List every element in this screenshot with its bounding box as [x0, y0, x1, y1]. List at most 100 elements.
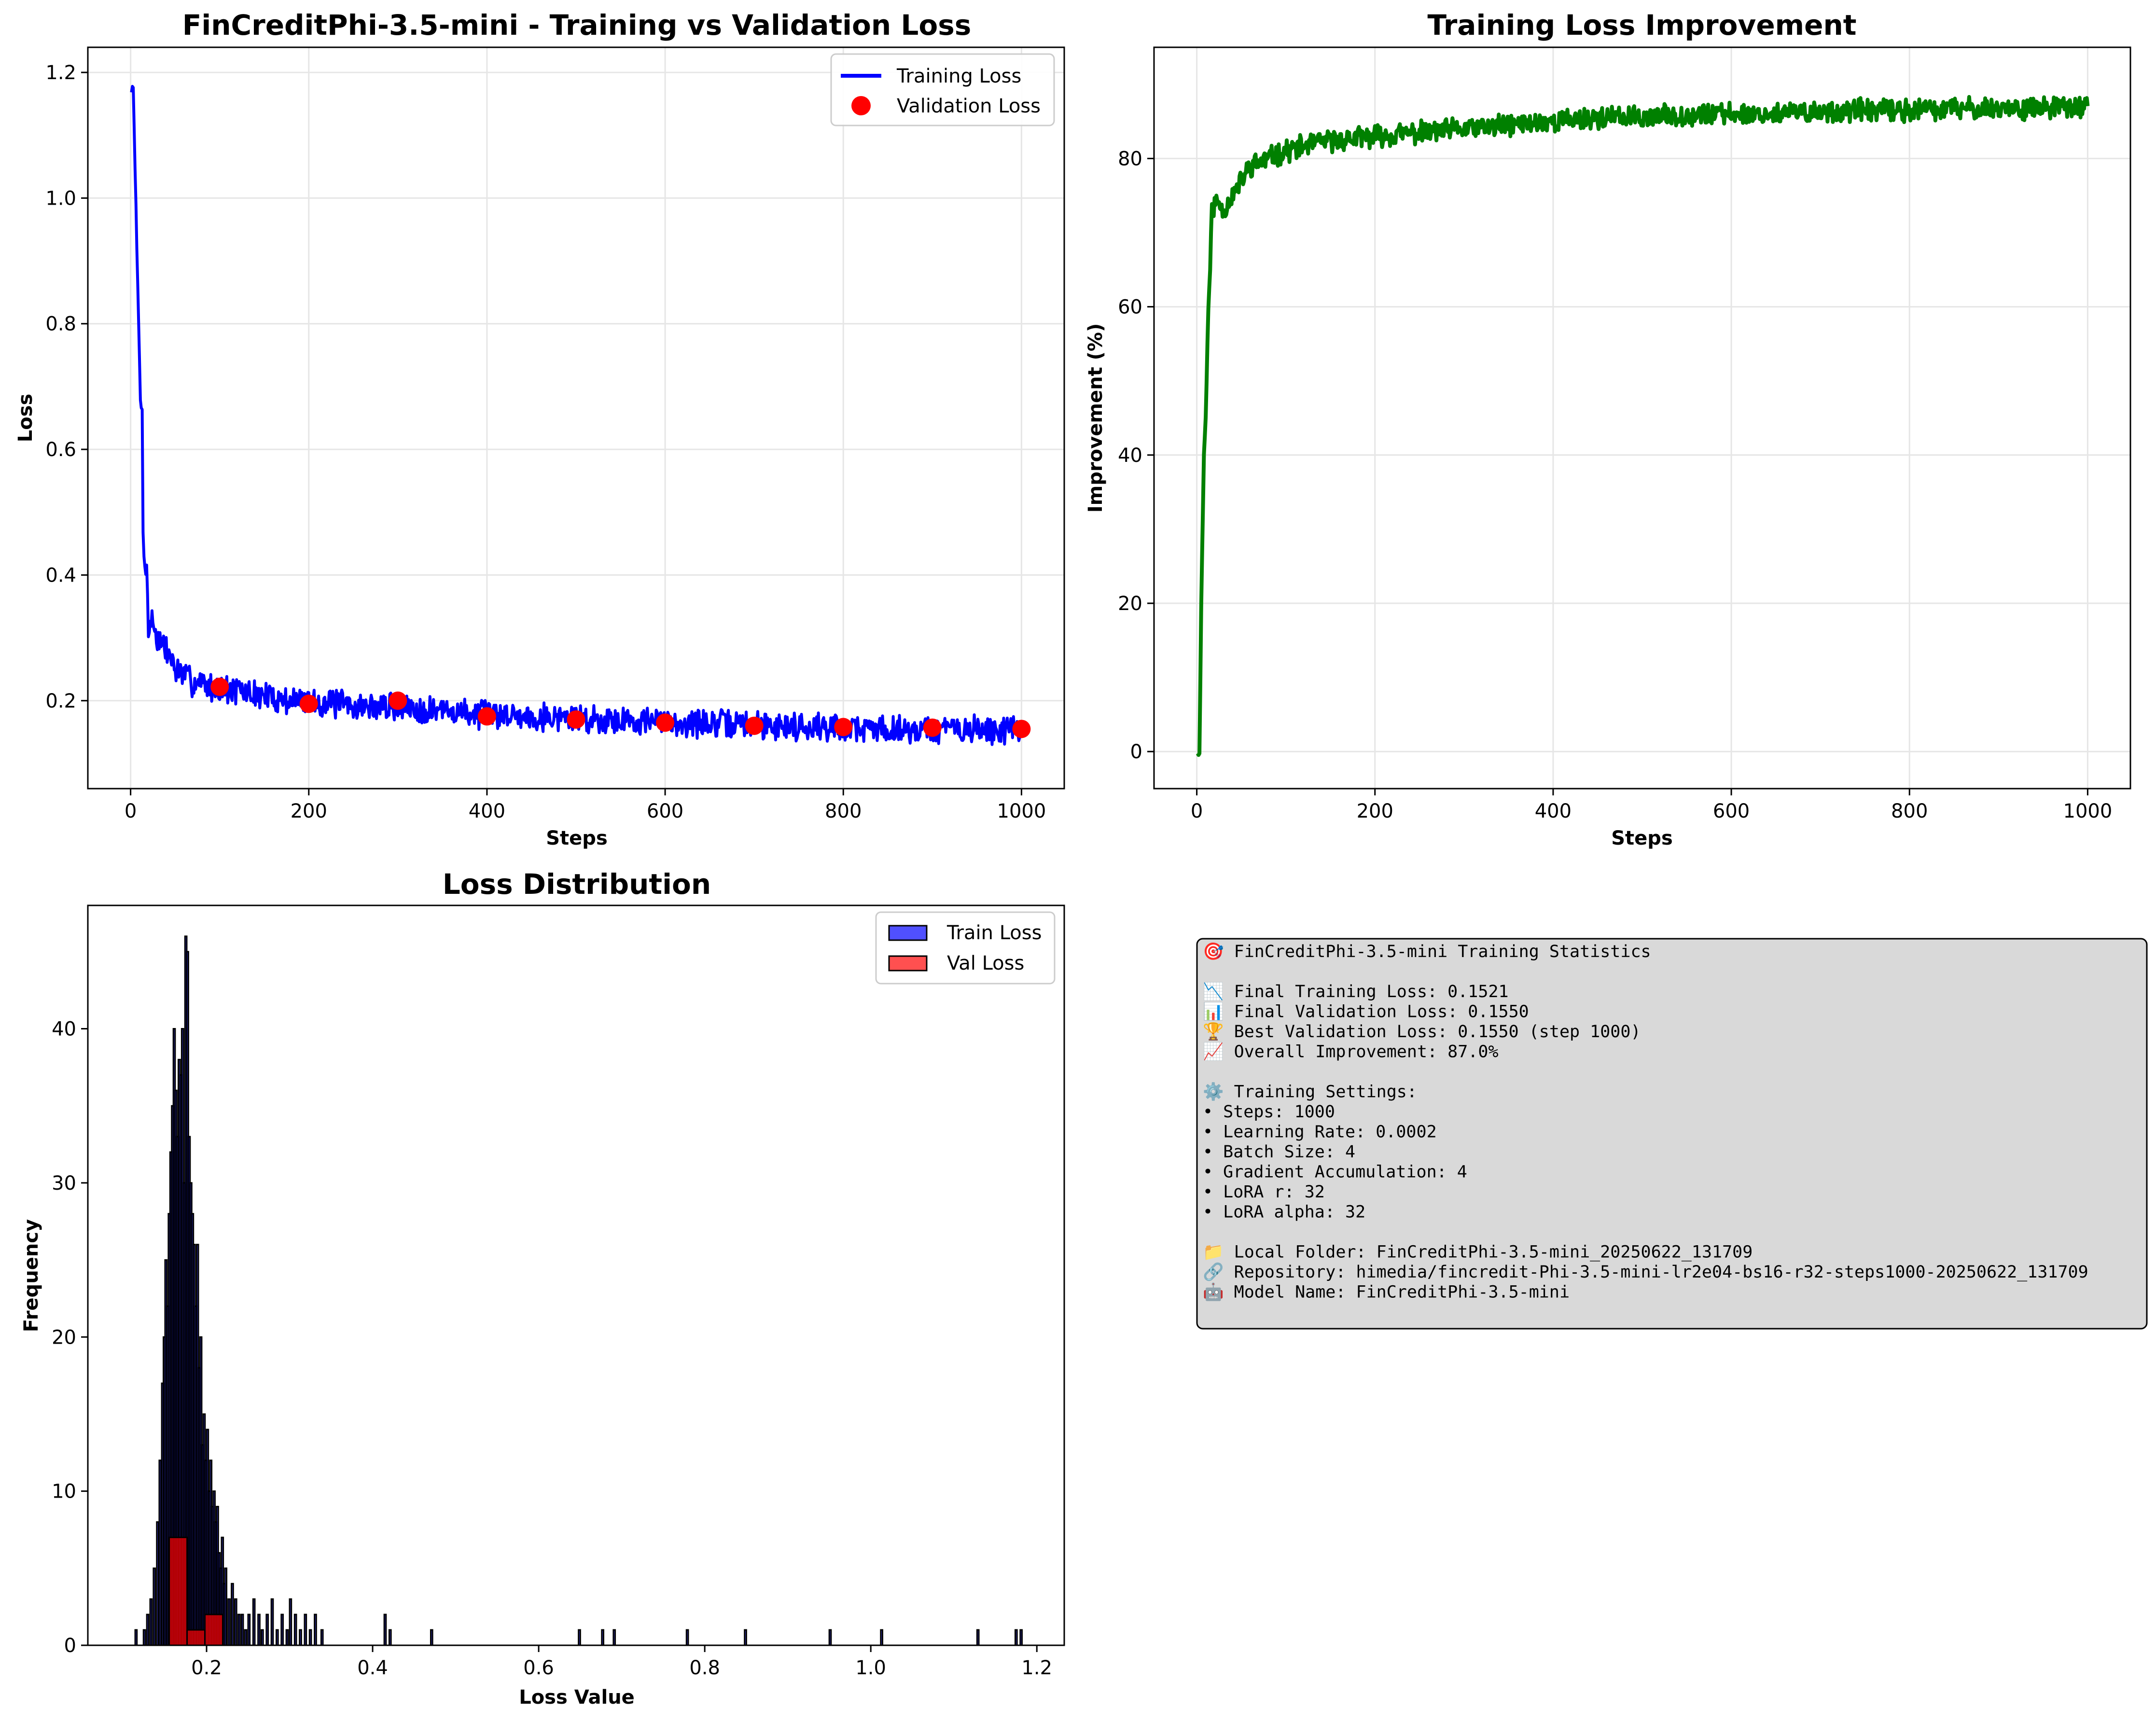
train-loss-bar [304, 1613, 307, 1646]
train-loss-bar [227, 1598, 231, 1646]
train-loss-bar [244, 1629, 248, 1646]
x-tick-label: 0 [125, 800, 137, 822]
distribution-chart-ylabel: Frequency [20, 1219, 42, 1332]
train-loss-bar [685, 1629, 689, 1646]
y-tick-label: 40 [1118, 445, 1142, 467]
train-loss-bar [134, 1629, 138, 1646]
distribution-chart-xlabel: Loss Value [519, 1686, 635, 1709]
stats-line: 🎯 FinCreditPhi-3.5-mini Training Statist… [1203, 942, 1651, 961]
train-loss-bar [299, 1629, 302, 1646]
improvement-chart: Training Loss Improvement 0 200 400 600 800 1… [1085, 9, 2131, 849]
train-loss-bar [880, 1629, 883, 1646]
train-loss-bar [293, 1613, 297, 1646]
train-loss-bar [265, 1613, 269, 1646]
train-loss-bar [285, 1629, 289, 1646]
improvement-chart-ylabel: Improvement (%) [1085, 323, 1107, 513]
train-loss-bar [156, 1521, 159, 1646]
distribution-chart: Loss Distribution 0.2 0.4 0.6 0.8 1.0 1.2 0 10… [20, 868, 1065, 1709]
validation-loss-point [656, 713, 675, 732]
legend-label-validation-loss: Validation Loss [897, 95, 1041, 117]
stats-line: ⚙️ Training Settings: [1203, 1082, 1417, 1102]
x-tick-label: 0 [1191, 800, 1203, 822]
legend-swatch-train-loss [888, 925, 928, 941]
stats-line: 📉 Final Training Loss: 0.1521 [1203, 982, 1509, 1001]
train-loss-bar [976, 1629, 980, 1646]
y-tick-label: 0.6 [45, 439, 76, 461]
stats-line: 📁 Local Folder: FinCreditPhi-3.5-mini_20… [1203, 1243, 1753, 1262]
val-loss-bar [186, 1629, 206, 1646]
stats-line: 📈 Overall Improvement: 87.0% [1203, 1042, 1499, 1062]
y-tick-label: 20 [52, 1326, 76, 1348]
train-loss-bar [578, 1629, 581, 1646]
legend-label-training-loss: Training Loss [896, 65, 1021, 87]
train-loss-bar [1019, 1629, 1023, 1646]
train-loss-bar [234, 1598, 237, 1646]
stats-line: 📊 Final Validation Loss: 0.1550 [1203, 1002, 1529, 1022]
val-loss-bar [204, 1613, 224, 1646]
improvement-line [1196, 95, 2090, 757]
validation-loss-point [834, 718, 853, 736]
loss-chart-ylabel: Loss [14, 394, 37, 443]
legend-label-val-loss: Val Loss [947, 952, 1024, 974]
x-tick-label: 800 [1891, 800, 1928, 822]
legend-swatch-validation-loss [851, 96, 871, 115]
train-loss-bar [270, 1598, 274, 1646]
y-tick-label: 20 [1118, 593, 1142, 615]
train-loss-bar [388, 1629, 392, 1646]
stats-line: 🤖 Model Name: FinCreditPhi-3.5-mini [1203, 1282, 1570, 1302]
y-tick-label: 0 [64, 1635, 76, 1657]
train-loss-bar [612, 1629, 616, 1646]
train-loss-bar [142, 1629, 146, 1646]
stats-line: 🔗 Repository: himedia/fincredit-Phi-3.5-… [1203, 1262, 2088, 1282]
y-tick-label: 1.0 [45, 187, 76, 209]
train-loss-bar [744, 1629, 747, 1646]
y-tick-label: 0.4 [45, 564, 76, 586]
x-tick-label: 400 [1535, 800, 1572, 822]
train-loss-bar [146, 1613, 150, 1646]
x-tick-label: 800 [825, 800, 862, 822]
distribution-chart-legend: Train Loss Val Loss [875, 911, 1056, 985]
train-loss-bar [261, 1629, 264, 1646]
improvement-chart-frame [1153, 46, 2131, 790]
y-tick-label: 0.2 [45, 690, 76, 712]
y-tick-label: 0 [1130, 741, 1142, 763]
train-loss-bar [149, 1598, 153, 1646]
x-tick-label: 200 [1357, 800, 1393, 822]
train-loss-bar [280, 1613, 284, 1646]
y-tick-label: 30 [52, 1172, 76, 1195]
loss-chart-title: FinCreditPhi-3.5-mini - Training vs Vali… [182, 9, 972, 42]
legend-swatch-val-loss [888, 955, 928, 972]
x-tick-label: 0.6 [523, 1657, 554, 1679]
loss-chart-xlabel: Steps [546, 827, 608, 849]
x-tick-label: 600 [647, 800, 683, 822]
y-tick-label: 1.2 [45, 62, 76, 84]
train-loss-bar [153, 1567, 156, 1646]
train-loss-bar [601, 1629, 604, 1646]
train-loss-bar [308, 1629, 312, 1646]
train-loss-bar [247, 1613, 251, 1646]
x-tick-label: 0.4 [357, 1657, 388, 1679]
stats-line: • LoRA r: 32 [1203, 1182, 1325, 1202]
stats-line: • Batch Size: 4 [1203, 1142, 1355, 1162]
validation-loss-point [389, 691, 407, 710]
distribution-chart-title: Loss Distribution [443, 868, 711, 901]
improvement-chart-title: Training Loss Improvement [1428, 9, 1857, 42]
train-loss-bar [828, 1629, 832, 1646]
train-loss-bar [158, 1459, 162, 1646]
stats-line: • Learning Rate: 0.0002 [1203, 1123, 1437, 1142]
train-loss-bar [257, 1613, 261, 1646]
y-tick-label: 0.8 [45, 313, 76, 335]
loss-chart-legend: Training Loss Validation Loss [830, 53, 1055, 126]
x-tick-label: 400 [469, 800, 505, 822]
train-loss-bar [275, 1629, 279, 1646]
train-loss-bar [252, 1598, 256, 1646]
validation-loss-point [745, 716, 764, 735]
distribution-chart-frame [87, 904, 1065, 1646]
validation-loss-point [477, 707, 496, 726]
x-tick-label: 0.8 [689, 1657, 720, 1679]
y-tick-label: 80 [1118, 148, 1142, 170]
train-loss-bar [430, 1629, 433, 1646]
train-loss-bar [1015, 1629, 1018, 1646]
val-loss-bar [168, 1536, 188, 1646]
